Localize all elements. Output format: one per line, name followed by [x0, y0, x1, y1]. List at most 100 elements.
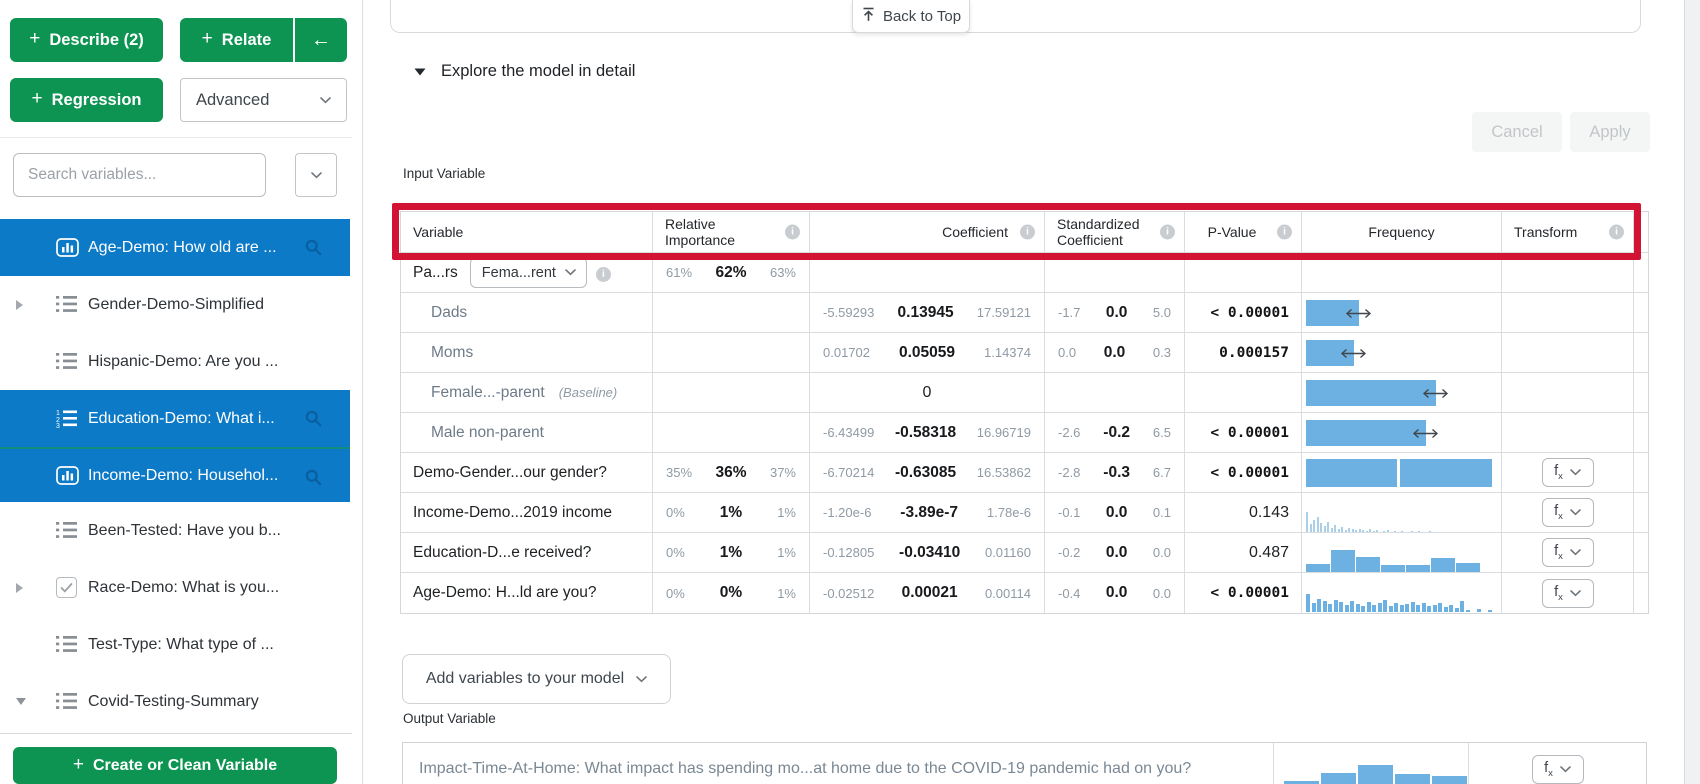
sidebar-variable-item[interactable]: Race-Demo: What is you...: [0, 559, 352, 616]
info-icon[interactable]: i: [785, 225, 800, 240]
p-value: 0.143: [1249, 504, 1289, 522]
ci-low: -0.12805: [823, 545, 874, 560]
transform-fx-button[interactable]: fx: [1542, 458, 1594, 487]
fx-label: fx: [1554, 463, 1563, 482]
sidebar-variable-item[interactable]: Hispanic-Demo: Are you ...: [0, 333, 352, 390]
fx-label: fx: [1554, 584, 1563, 603]
relative-importance-cell: [653, 293, 810, 332]
ci-low: -2.8: [1058, 465, 1080, 480]
fx-label: fx: [1554, 543, 1563, 562]
ci-low: -5.59293: [823, 305, 874, 320]
p-value-cell: 0.000157: [1185, 333, 1302, 372]
frequency-histogram: [1306, 580, 1493, 612]
spacer-cell: [1634, 212, 1648, 252]
sidebar-variable-item[interactable]: 123Education-Demo: What i...: [0, 390, 350, 447]
collapse-sidebar-button[interactable]: ←: [295, 18, 347, 62]
list-icon: [56, 522, 82, 539]
transform-cell: [1502, 413, 1634, 452]
apply-button[interactable]: Apply: [1570, 112, 1650, 152]
search-icon[interactable]: [305, 410, 322, 432]
sidebar-variable-item[interactable]: Age-Demo: How old are ...: [0, 219, 350, 276]
back-to-top-button[interactable]: Back to Top: [852, 0, 970, 33]
collapse-triangle-icon[interactable]: [414, 62, 426, 81]
p-value-cell: < 0.00001: [1185, 293, 1302, 332]
standardized-coefficient-cell: -1.70.05.0: [1045, 293, 1185, 332]
standardized-coefficient-cell: -2.8-0.36.7: [1045, 453, 1185, 492]
sidebar-variable-item[interactable]: Income-Demo: Househol...: [0, 447, 350, 502]
sidebar-item-label: Test-Type: What type of ...: [88, 636, 274, 654]
search-icon[interactable]: [305, 469, 322, 491]
estimate: 0: [923, 384, 932, 402]
info-icon[interactable]: i: [1609, 225, 1624, 240]
info-icon[interactable]: i: [596, 267, 611, 282]
regression-button[interactable]: + Regression: [10, 78, 163, 122]
ci-low: -2.6: [1058, 425, 1080, 440]
p-value: 0.487: [1249, 544, 1289, 562]
explore-section-header[interactable]: Explore the model in detail: [414, 62, 635, 81]
column-header: Variable: [401, 212, 653, 252]
advanced-dropdown[interactable]: Advanced: [180, 78, 347, 122]
estimate: 62%: [715, 264, 746, 282]
search-options-dropdown[interactable]: [295, 153, 337, 197]
bar-chart-icon: [56, 238, 82, 257]
estimate: 0.0: [1106, 584, 1128, 602]
frequency-cell: [1302, 493, 1502, 532]
frequency-bar: [1306, 420, 1426, 446]
spacer-cell: [1634, 373, 1648, 412]
checkbox-icon: [56, 577, 82, 598]
ci-high: 0.0: [1153, 545, 1171, 560]
frequency-cell: [1302, 413, 1502, 452]
collapse-caret-icon[interactable]: [16, 698, 28, 705]
estimate: 0.13945: [898, 304, 954, 322]
add-variables-button[interactable]: Add variables to your model: [402, 654, 671, 704]
ci-high: 0.1: [1153, 505, 1171, 520]
sidebar-variable-item[interactable]: Been-Tested: Have you b...: [0, 502, 352, 559]
cancel-button[interactable]: Cancel: [1472, 112, 1562, 152]
sidebar-item-label: Income-Demo: Househol...: [88, 467, 278, 485]
explore-header-label: Explore the model in detail: [441, 62, 635, 81]
sidebar-item-label: Race-Demo: What is you...: [88, 579, 279, 597]
spacer-cell: [1634, 533, 1648, 572]
search-icon[interactable]: [305, 239, 322, 261]
transform-fx-button[interactable]: fx: [1532, 755, 1584, 784]
ci-high: 0.0: [1153, 586, 1171, 601]
spacer-cell: [1634, 493, 1648, 532]
sidebar-item-label: Been-Tested: Have you b...: [88, 522, 281, 540]
info-icon[interactable]: i: [1160, 225, 1175, 240]
expand-caret-icon[interactable]: [16, 300, 28, 310]
transform-cell: [1502, 293, 1634, 332]
input-variable-label: Input Variable: [403, 166, 485, 181]
numbered-list-icon: 123: [56, 409, 82, 428]
vertical-scrollbar[interactable]: [1684, 0, 1700, 784]
describe-label: Describe (2): [49, 31, 143, 50]
p-value-cell: 0.143: [1185, 493, 1302, 532]
sidebar-item-label: Gender-Demo-Simplified: [88, 296, 264, 314]
confidence-interval-arrow-icon: [1410, 427, 1441, 445]
back-to-top-label: Back to Top: [883, 8, 961, 25]
describe-button[interactable]: + Describe (2): [10, 18, 163, 62]
relate-button[interactable]: + Relate: [180, 18, 293, 62]
transform-fx-button[interactable]: fx: [1542, 498, 1594, 527]
transform-fx-button[interactable]: fx: [1542, 538, 1594, 567]
sidebar-divider: [0, 733, 352, 734]
info-icon[interactable]: i: [1277, 225, 1292, 240]
create-variable-button[interactable]: + Create or Clean Variable: [13, 747, 337, 784]
relative-importance-cell: 0%1%1%: [653, 533, 810, 572]
sidebar-variable-item[interactable]: Test-Type: What type of ...: [0, 616, 352, 673]
list-icon: [56, 636, 82, 653]
ci-high: 5.0: [1153, 305, 1171, 320]
sidebar-variable-item[interactable]: Gender-Demo-Simplified: [0, 276, 352, 333]
advanced-label: Advanced: [196, 91, 269, 110]
p-value: < 0.00001: [1210, 465, 1289, 481]
info-icon[interactable]: i: [1020, 225, 1035, 240]
baseline-level-dropdown[interactable]: Fema...rent: [470, 257, 587, 288]
expand-caret-icon[interactable]: [16, 583, 28, 593]
estimate: 0.05059: [899, 344, 955, 362]
search-variables-input[interactable]: [13, 153, 266, 197]
frequency-cell: [1302, 453, 1502, 492]
transform-fx-button[interactable]: fx: [1542, 579, 1594, 608]
estimate: -3.89e-7: [900, 504, 958, 522]
sidebar-variable-item[interactable]: Covid-Testing-Summary: [0, 673, 352, 730]
variable-name: Education-D...e received?: [401, 544, 591, 562]
p-value: < 0.00001: [1210, 585, 1289, 601]
